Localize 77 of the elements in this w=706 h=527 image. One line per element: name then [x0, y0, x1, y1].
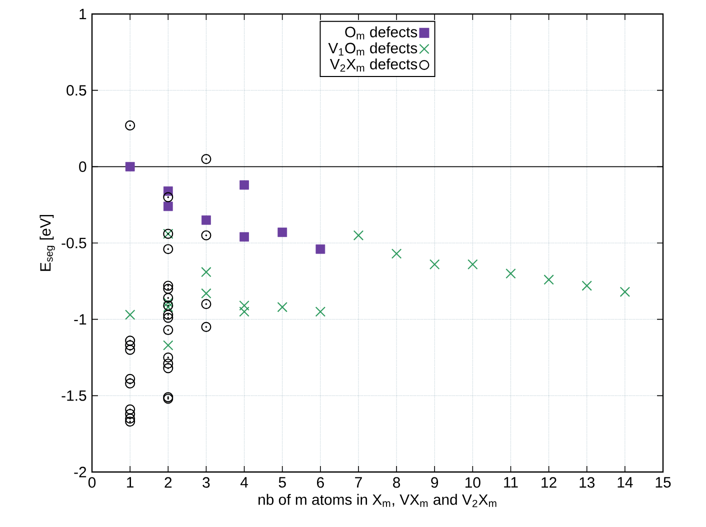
point — [125, 340, 136, 350]
point — [201, 266, 212, 278]
legend-label: V$_{1}$O$_{m}$ defects — [328, 42, 418, 56]
point — [163, 352, 174, 363]
x-tick-label: 13 — [580, 477, 595, 488]
point — [125, 408, 136, 420]
x-tick-label: 1 — [127, 477, 134, 488]
y-tick-label: -1 — [74, 314, 86, 324]
point — [544, 274, 554, 285]
point — [201, 154, 212, 164]
point — [125, 414, 136, 424]
point — [468, 259, 478, 270]
point — [163, 297, 174, 308]
x-tick-label: 7 — [355, 477, 362, 488]
y-tick-label: -1.5 — [62, 390, 86, 401]
point — [163, 192, 174, 202]
point — [125, 344, 136, 355]
x-tick-label: 5 — [278, 477, 286, 488]
y-tick-label: 0.5 — [66, 85, 86, 96]
point — [277, 302, 288, 312]
x-tick-label: 10 — [466, 477, 480, 488]
x-axis-title: nb of m atoms in X$_{m}$, VX$_{m}$ and V$_{2}$X$_{m}$ — [258, 494, 496, 508]
point — [163, 202, 173, 212]
point — [163, 358, 174, 369]
point — [163, 312, 174, 323]
x-tick-label: 15 — [656, 477, 671, 488]
point — [163, 363, 174, 374]
x-tick-label: 12 — [542, 477, 556, 488]
point — [163, 310, 174, 320]
x-tick-label: 0 — [88, 477, 96, 488]
point — [620, 286, 630, 297]
y-axis-title: E$_{seg}$ [eV] — [40, 215, 55, 271]
point — [125, 374, 136, 384]
point — [201, 322, 212, 332]
point — [353, 230, 364, 240]
point — [125, 378, 136, 388]
point — [201, 288, 212, 299]
point — [582, 280, 592, 291]
legend-label: V$_{2}$X$_{m}$ defects — [330, 58, 418, 72]
point — [316, 244, 326, 254]
x-tick-label: 14 — [618, 477, 633, 488]
point — [125, 162, 135, 172]
point — [125, 404, 136, 414]
point — [201, 299, 212, 310]
x-tick-label: 6 — [317, 477, 324, 488]
point — [163, 244, 174, 254]
y-tick-label: -2 — [74, 466, 86, 478]
y-tick-label: 1 — [80, 8, 86, 20]
point — [163, 284, 174, 294]
point — [124, 310, 136, 320]
legend-label: O$_{m}$ defects — [345, 26, 418, 40]
point — [240, 232, 249, 242]
point — [391, 248, 402, 259]
point — [315, 306, 326, 317]
x-tick-label: 2 — [164, 477, 172, 488]
point — [239, 300, 250, 311]
x-tick-label: 9 — [431, 477, 438, 488]
x-tick-label: 3 — [202, 477, 210, 488]
point — [278, 228, 288, 237]
point — [429, 259, 440, 270]
point — [163, 292, 174, 303]
x-tick-label: 8 — [393, 477, 400, 488]
point — [163, 280, 174, 291]
x-tick-label: 4 — [240, 477, 248, 488]
y-tick-label: -0.5 — [62, 238, 86, 248]
point — [239, 306, 250, 317]
point — [163, 324, 174, 336]
x-tick-label: 11 — [504, 477, 518, 488]
point — [125, 416, 136, 427]
point — [125, 120, 136, 130]
point — [506, 268, 516, 279]
point — [202, 215, 211, 225]
point — [201, 230, 212, 240]
point — [163, 340, 174, 350]
y-tick-label: 0 — [79, 161, 86, 172]
point — [125, 336, 136, 346]
point — [240, 180, 249, 190]
